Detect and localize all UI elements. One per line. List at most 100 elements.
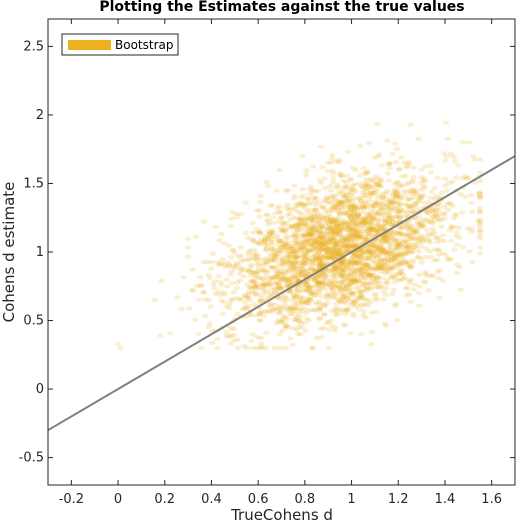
data-point <box>271 276 278 281</box>
data-point <box>358 257 365 262</box>
data-point <box>348 213 355 218</box>
data-point <box>279 328 286 333</box>
data-point <box>234 262 241 267</box>
data-point <box>377 266 384 271</box>
data-point <box>445 257 453 263</box>
data-point <box>241 343 248 349</box>
data-point <box>435 208 443 213</box>
data-point <box>306 212 313 217</box>
data-point <box>391 257 399 263</box>
data-point <box>350 268 357 273</box>
data-point <box>257 231 264 236</box>
data-point <box>357 143 364 149</box>
data-point <box>356 266 363 272</box>
data-point <box>302 261 309 266</box>
data-point <box>290 215 297 220</box>
data-point <box>427 170 435 175</box>
data-point <box>366 229 374 234</box>
data-point <box>327 188 334 193</box>
data-point <box>362 276 370 281</box>
data-point <box>344 307 352 312</box>
data-point <box>342 287 349 292</box>
data-point <box>332 218 339 223</box>
data-point <box>325 257 332 262</box>
data-point <box>233 215 240 220</box>
data-point <box>441 216 449 221</box>
data-point <box>357 198 364 204</box>
data-point <box>352 231 359 236</box>
data-point <box>340 193 347 198</box>
data-point <box>308 284 315 289</box>
data-point <box>309 233 317 238</box>
data-point <box>331 202 338 207</box>
data-point <box>328 228 335 234</box>
data-point <box>346 287 353 292</box>
data-point <box>397 195 404 200</box>
data-point <box>330 175 337 181</box>
data-point <box>476 205 484 211</box>
data-point <box>321 304 329 309</box>
data-point <box>404 244 411 249</box>
data-point <box>344 227 351 232</box>
data-point <box>245 257 252 262</box>
data-point <box>218 231 225 237</box>
data-point <box>329 209 336 214</box>
data-point <box>344 236 352 241</box>
data-point <box>277 286 285 291</box>
data-point <box>394 242 402 247</box>
data-point <box>304 266 311 271</box>
data-point <box>315 290 323 296</box>
data-point <box>355 279 362 284</box>
data-point <box>362 171 369 176</box>
data-point <box>433 211 440 216</box>
data-point <box>323 246 330 251</box>
data-point <box>263 180 270 185</box>
data-point <box>368 242 375 248</box>
data-point <box>263 283 270 289</box>
data-point <box>379 276 386 281</box>
data-point <box>388 265 396 270</box>
data-point <box>333 305 340 311</box>
data-point <box>273 188 280 193</box>
data-point <box>377 238 384 243</box>
data-point <box>267 287 275 293</box>
data-point <box>356 267 364 272</box>
data-point <box>299 274 306 279</box>
data-point <box>357 173 364 178</box>
data-point <box>302 261 310 266</box>
data-point <box>392 243 399 248</box>
data-point <box>311 256 319 262</box>
data-point <box>254 262 261 267</box>
data-point <box>319 218 326 223</box>
data-point <box>339 258 346 264</box>
data-point <box>313 207 320 213</box>
data-point <box>422 209 430 214</box>
data-point <box>315 188 322 194</box>
data-point <box>298 264 306 269</box>
data-point <box>407 237 415 242</box>
data-point <box>319 294 326 299</box>
data-point <box>322 281 329 286</box>
data-point <box>334 253 341 258</box>
data-point <box>288 297 296 303</box>
data-point <box>298 227 305 233</box>
data-point <box>292 256 299 261</box>
data-point <box>299 245 306 250</box>
data-point <box>281 302 289 307</box>
data-point <box>307 259 314 264</box>
data-point <box>434 175 441 180</box>
data-point <box>234 345 241 351</box>
data-point <box>350 196 357 201</box>
data-point <box>362 215 369 220</box>
data-point <box>343 286 350 292</box>
data-point <box>285 324 292 330</box>
data-point <box>321 312 328 317</box>
data-point <box>328 230 335 235</box>
data-point <box>335 207 342 212</box>
data-point <box>306 229 313 234</box>
data-point <box>317 230 324 235</box>
data-point <box>273 321 280 326</box>
data-point <box>301 217 308 222</box>
data-point <box>349 165 357 171</box>
data-point <box>205 297 212 302</box>
